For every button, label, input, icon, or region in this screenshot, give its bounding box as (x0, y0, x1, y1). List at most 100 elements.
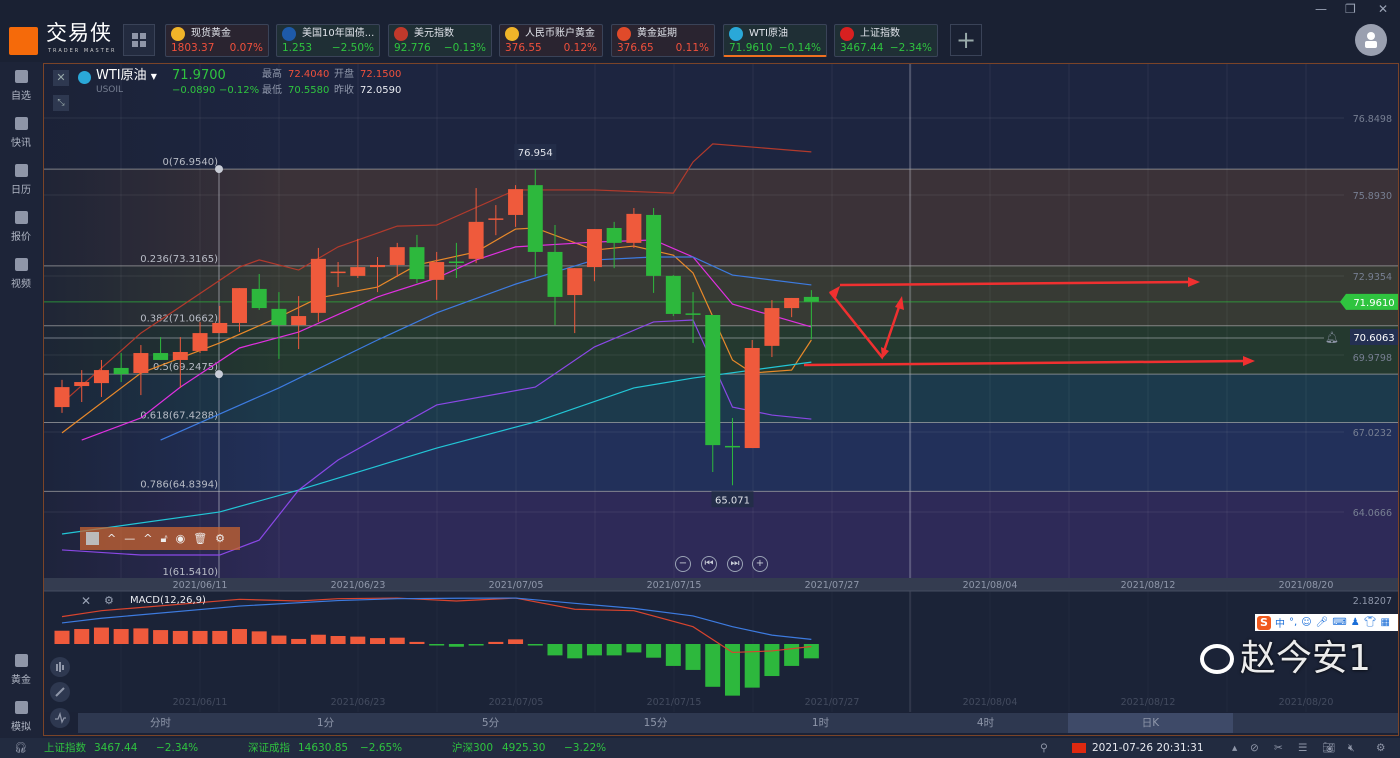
emoji-icon[interactable]: ☺ (1301, 617, 1312, 628)
indicator-settings-icon[interactable]: ⚙︎ (104, 594, 114, 607)
china-flag-icon (1072, 743, 1086, 753)
list-icon[interactable]: ☰ (1298, 742, 1308, 754)
close-button[interactable]: ✕ (1378, 2, 1389, 16)
scroll-start-button[interactable]: ⏮︎ (701, 556, 717, 572)
connection-icon[interactable]: ⚲ (1040, 742, 1048, 754)
symbol-selector[interactable]: WTI原油 ▼ (96, 68, 157, 85)
user-icon[interactable]: ♟ (1350, 617, 1360, 628)
skin-icon[interactable]: 👕︎ (1363, 617, 1377, 628)
tools-icon[interactable]: ✂ (1274, 742, 1283, 754)
candle-body (212, 322, 228, 334)
ticker-card[interactable]: 黄金延期 376.65 0.11% (611, 24, 715, 57)
ticker-card[interactable]: WTI原油 71.9610 −0.14% (723, 24, 827, 57)
period-tab[interactable]: 日K (1068, 713, 1233, 733)
period-tab[interactable]: 5分 (481, 717, 500, 729)
chevron-up-icon[interactable]: ^ (107, 532, 117, 545)
low-value: 70.5580 (288, 85, 330, 96)
candle (172, 337, 188, 388)
scroll-end-button[interactable]: ⏭︎ (727, 556, 743, 572)
mute-icon[interactable]: 🔇︎ (1348, 742, 1355, 754)
microphone-icon[interactable]: 🎤︎ (1315, 617, 1329, 628)
ticker-name: 现货黄金 (191, 28, 231, 39)
x-tick-label: 2021/06/11 (173, 580, 228, 591)
headset-icon[interactable]: 🎧︎ (14, 742, 28, 754)
top-bar: 交易侠 TRADER MASTER + — ❐ ✕ 现货黄金 1803.37 0.0… (0, 0, 1400, 62)
sidebar-item[interactable]: 模拟 (0, 701, 42, 733)
ticker-card[interactable]: 现货黄金 1803.37 0.07% (165, 24, 269, 57)
period-tab[interactable]: 15分 (643, 717, 668, 729)
period-tab[interactable] (1233, 713, 1398, 733)
price-chart[interactable]: 76.8498 75.8930 72.9354 69.9798 67.0232 64.06… (44, 64, 1398, 712)
sidebar-item[interactable]: 快讯 (0, 117, 42, 149)
sidebar-item[interactable]: 视频 (0, 258, 42, 290)
period-tab[interactable]: 分时 (150, 717, 171, 729)
period-tab[interactable]: 1分 (316, 717, 335, 729)
lock-icon[interactable]: 🔓︎ (160, 531, 168, 545)
settings-icon[interactable]: ⚙︎ (215, 532, 226, 545)
sidebar-item[interactable]: 报价 (0, 211, 42, 243)
keyboard-icon[interactable]: ⌨ (1332, 617, 1347, 628)
y-tick-label: 75.8930 (1353, 191, 1392, 202)
sidebar-item[interactable]: 自选 (0, 70, 42, 102)
candle (389, 242, 405, 277)
punctuation-icon[interactable]: °, (1289, 617, 1298, 628)
camera-icon[interactable]: 📷︎ (1322, 742, 1336, 754)
candle-type-button[interactable] (50, 657, 70, 677)
index-name[interactable]: 深证成指 (248, 742, 290, 754)
trash-icon[interactable]: 🗑︎ (193, 532, 208, 545)
candle-body (488, 218, 504, 220)
ticker-card[interactable]: 上证指数 3467.44 −2.34% (834, 24, 938, 57)
draw-tool-button[interactable] (50, 682, 70, 702)
zoom-out-button[interactable]: − (675, 556, 691, 572)
grid-menu-button[interactable] (123, 24, 155, 56)
indicator-button[interactable] (50, 708, 70, 728)
index-value: 3467.44 (94, 742, 138, 754)
macd-bar (547, 644, 563, 656)
line-style-button[interactable]: — (124, 532, 136, 545)
avatar[interactable] (1355, 24, 1387, 56)
candle (330, 262, 346, 288)
candle-body (310, 258, 326, 313)
macd-bar (350, 636, 366, 644)
close-indicator-button[interactable]: ✕ (81, 594, 92, 608)
candle (251, 274, 267, 310)
macd-bar (508, 639, 524, 644)
period-tab[interactable]: 1时 (811, 717, 830, 729)
candle-body (586, 229, 602, 268)
no-draw-icon[interactable]: ⊘ (1250, 742, 1259, 754)
arrow-line (803, 359, 1248, 367)
collapse-chart-button[interactable]: ⤡ (53, 95, 69, 111)
x-tick-label: 2021/06/23 (331, 580, 386, 591)
prev-close-value: 72.0590 (360, 85, 402, 96)
period-tab[interactable]: 4时 (976, 717, 995, 729)
chevron-up-icon[interactable]: ^ (143, 532, 153, 545)
settings-icon[interactable]: ⚙︎ (1376, 742, 1386, 754)
x-tick-label: 2021/08/12 (1121, 580, 1176, 591)
caret-up-icon[interactable]: ▴ (1232, 742, 1238, 754)
candle (448, 242, 464, 279)
sidebar-item[interactable]: 黄金 (0, 654, 42, 686)
minimize-button[interactable]: — (1315, 2, 1327, 16)
candle (784, 297, 800, 318)
macd-bar (527, 644, 543, 646)
ime-language-toggle[interactable]: 中 (1275, 619, 1285, 630)
index-name[interactable]: 上证指数 (44, 742, 86, 754)
sidebar-item[interactable]: 日历 (0, 164, 42, 196)
menu-grid-icon[interactable]: ▦ (1380, 617, 1390, 628)
y-tick-label: 76.8498 (1353, 114, 1392, 125)
ticker-card[interactable]: 人民币账户黄金 376.55 0.12% (499, 24, 603, 57)
gold-bar-icon (14, 654, 28, 667)
ticker-card[interactable]: 美元指数 92.776 −0.13% (388, 24, 492, 57)
candle (586, 229, 602, 282)
ticker-name: WTI原油 (749, 28, 788, 39)
restore-button[interactable]: ❐ (1345, 2, 1356, 16)
color-swatch-button[interactable] (86, 532, 99, 545)
ticker-card[interactable]: 美国10年国债... 1.253 −2.50% (276, 24, 380, 57)
add-ticker-button[interactable]: + (950, 24, 982, 56)
zoom-in-button[interactable]: + (752, 556, 768, 572)
candle (803, 290, 819, 340)
close-chart-button[interactable]: ✕ (53, 70, 69, 86)
gold-td-icon (617, 27, 631, 41)
index-name[interactable]: 沪深300 (452, 742, 494, 754)
eye-icon[interactable]: ◉ (175, 532, 186, 545)
